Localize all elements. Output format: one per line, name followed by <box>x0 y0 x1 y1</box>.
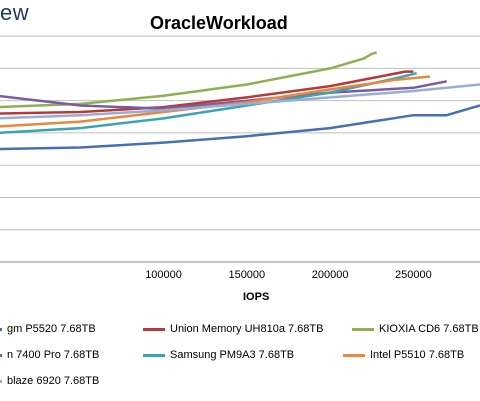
legend-item-1: Union Memory UH810a 7.68TB <box>143 323 323 335</box>
legend-label-4: Samsung PM9A3 7.68TB <box>170 349 295 361</box>
legend-label-1: Union Memory UH810a 7.68TB <box>170 323 324 335</box>
x-tick-label-4: 250000 <box>395 269 432 281</box>
legend-swatch-2 <box>352 327 374 331</box>
brand-logo-text: ew <box>0 0 30 25</box>
legend-label-6: blaze 6920 7.68TB <box>7 375 100 387</box>
legend-label-5: Intel P5510 7.68TB <box>370 349 465 361</box>
series-line-2 <box>0 51 378 109</box>
legend-label-3: n 7400 Pro 7.68TB <box>7 349 100 361</box>
legend-swatch-4 <box>143 353 165 357</box>
series-line-5 <box>0 75 431 128</box>
legend-label-0: gm P5520 7.68TB <box>7 323 96 335</box>
series-line-3 <box>0 80 447 110</box>
legend-swatch-1 <box>143 327 165 331</box>
series-line-4 <box>0 71 417 134</box>
legend-swatch-3 <box>0 353 2 357</box>
x-tick-label-1: 100000 <box>145 269 182 281</box>
legend-item-3: n 7400 Pro 7.68TB <box>0 349 99 361</box>
chart-title: OracleWorkload <box>150 13 288 33</box>
legend-swatch-0 <box>0 327 2 331</box>
x-axis-label: IOPS <box>243 291 270 303</box>
series-line-1 <box>0 70 414 115</box>
legend-swatch-6 <box>0 379 2 383</box>
legend-label-2: KIOXIA CD6 7.68TB <box>379 323 479 335</box>
legend-item-4: Samsung PM9A3 7.68TB <box>143 349 294 361</box>
series-line-0 <box>0 104 480 151</box>
legend-swatch-5 <box>343 353 365 357</box>
legend-item-6: blaze 6920 7.68TB <box>0 375 99 387</box>
legend-item-0: gm P5520 7.68TB <box>0 323 96 335</box>
series-line-6 <box>0 83 480 120</box>
legend-item-5: Intel P5510 7.68TB <box>343 349 464 361</box>
x-tick-label-3: 200000 <box>311 269 349 281</box>
x-tick-label-2: 150000 <box>228 269 266 281</box>
legend-item-2: KIOXIA CD6 7.68TB <box>352 323 479 335</box>
